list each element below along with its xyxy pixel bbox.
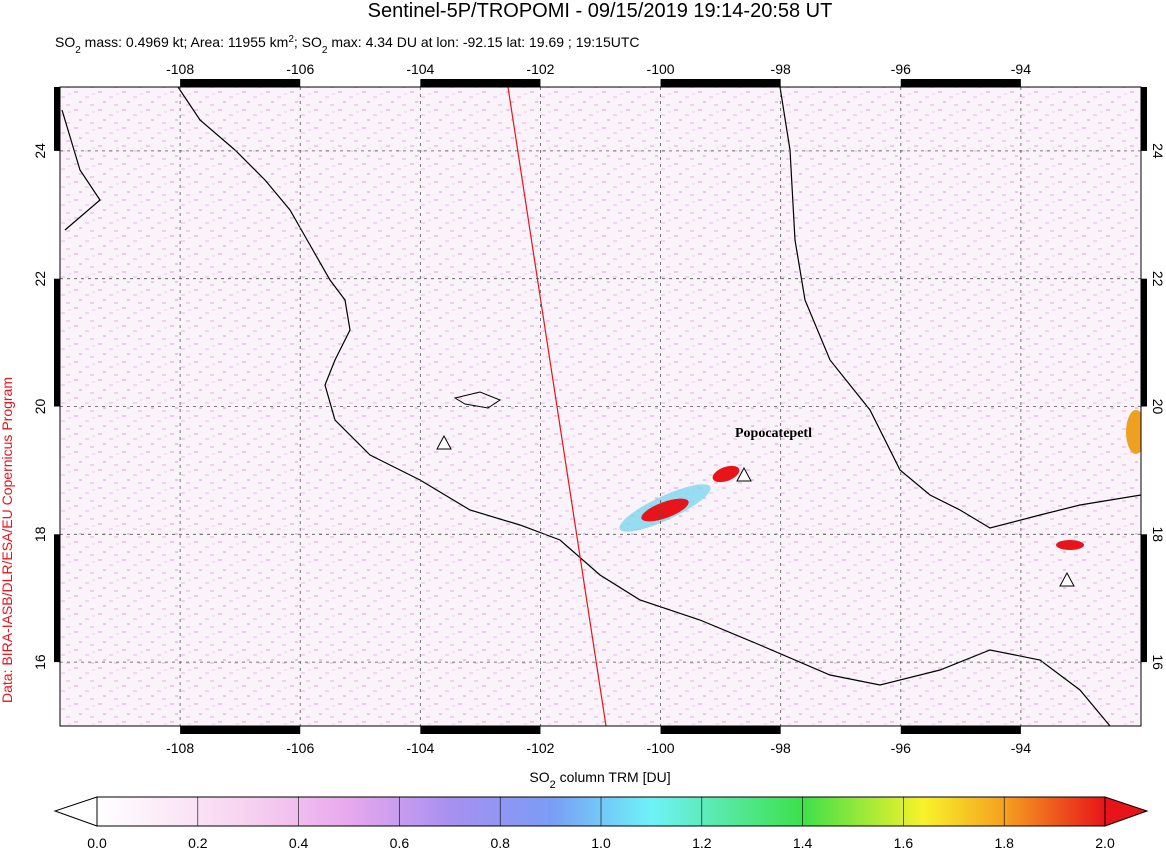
frame-bar bbox=[180, 79, 301, 87]
subtitle-part: 2 bbox=[322, 45, 328, 56]
subtitle-part: SO bbox=[55, 34, 75, 50]
colorbar-tick-label: 0.2 bbox=[188, 835, 208, 851]
colorbar-under bbox=[53, 796, 98, 827]
colorbar-tick-label: 1.6 bbox=[894, 835, 914, 851]
subtitle-part: 2 bbox=[288, 34, 294, 45]
frame-bar bbox=[420, 79, 541, 87]
frame-bar bbox=[420, 726, 541, 734]
y-tick-label: 18 bbox=[32, 526, 48, 542]
frame-bar bbox=[180, 726, 301, 734]
x-tick-label: -96 bbox=[891, 740, 911, 756]
frame-bar bbox=[1141, 278, 1147, 407]
x-tick-label: -108 bbox=[166, 740, 194, 756]
plume bbox=[641, 498, 689, 522]
colorbar-label-part: 2 bbox=[550, 779, 556, 791]
y-tick-label: 24 bbox=[32, 143, 48, 159]
frame-bar bbox=[54, 87, 60, 151]
coastline bbox=[779, 87, 1141, 529]
plume bbox=[1126, 410, 1141, 454]
credit: Data: BIRA-IASB/DLR/ESA/EU Copernicus Pr… bbox=[0, 377, 15, 703]
x-tick-label: -104 bbox=[406, 740, 434, 756]
frame-bar bbox=[660, 79, 781, 87]
colorbar-label-part: column TRM [DU] bbox=[556, 769, 671, 785]
coastline bbox=[61, 109, 101, 231]
y-tick-label: 22 bbox=[32, 271, 48, 287]
plume bbox=[712, 465, 740, 483]
frame-bar bbox=[54, 278, 60, 407]
colorbar-tick-label: 2.0 bbox=[1095, 835, 1115, 851]
subtitle-part: 2 bbox=[75, 45, 81, 56]
volcano bbox=[436, 434, 452, 450]
lake bbox=[453, 391, 502, 409]
colorbar-tick-label: 0.0 bbox=[87, 835, 107, 851]
volcano bbox=[1059, 571, 1075, 587]
frame-bar bbox=[1141, 534, 1147, 663]
subtitle-part: mass: 0.4969 kt; Area: 11955 km bbox=[81, 34, 289, 50]
frame-bar bbox=[900, 79, 1021, 87]
y-tick-label: 20 bbox=[32, 399, 48, 415]
subtitle-part: ; SO bbox=[294, 34, 322, 50]
x-tick-label: -106 bbox=[286, 61, 314, 77]
x-tick-label: -94 bbox=[1011, 740, 1031, 756]
x-tick-label: -100 bbox=[647, 61, 675, 77]
frame-bar bbox=[660, 726, 781, 734]
x-tick-label: -98 bbox=[771, 740, 791, 756]
subtitle: SO2 mass: 0.4969 kt; Area: 11955 km2; SO… bbox=[55, 34, 640, 56]
x-tick-label: -102 bbox=[526, 61, 554, 77]
colorbar-tick-label: 0.6 bbox=[390, 835, 410, 851]
x-tick-label: -94 bbox=[1011, 61, 1031, 77]
frame-bar bbox=[54, 534, 60, 663]
volcano-label: Popocatepetl bbox=[735, 426, 812, 441]
x-tick-label: -108 bbox=[166, 61, 194, 77]
volcano bbox=[736, 466, 752, 482]
subtitle-part: max: 4.34 DU at lon: -92.15 lat: 19.69 ;… bbox=[327, 34, 639, 50]
colorbar-tick-label: 0.4 bbox=[289, 835, 309, 851]
y-tick-label: 16 bbox=[1150, 654, 1166, 670]
y-tick-label: 16 bbox=[32, 654, 48, 670]
x-tick-label: -96 bbox=[891, 61, 911, 77]
y-tick-label: 18 bbox=[1150, 527, 1166, 543]
x-tick-label: -100 bbox=[647, 740, 675, 756]
plume bbox=[1056, 540, 1084, 550]
x-tick-label: -104 bbox=[406, 61, 434, 77]
colorbar-label-part: SO bbox=[529, 769, 549, 785]
colorbar-tick-label: 1.0 bbox=[591, 835, 611, 851]
colorbar-tick-label: 1.8 bbox=[994, 835, 1014, 851]
y-tick-label: 24 bbox=[1150, 143, 1166, 159]
frame-bar bbox=[900, 726, 1021, 734]
y-tick-label: 20 bbox=[1150, 399, 1166, 415]
x-tick-label: -98 bbox=[771, 61, 791, 77]
colorbar-tick-label: 1.2 bbox=[692, 835, 712, 851]
frame-bar bbox=[1141, 87, 1147, 151]
x-tick-label: -106 bbox=[286, 740, 314, 756]
colorbar-tick-label: 1.4 bbox=[793, 835, 813, 851]
y-tick-label: 22 bbox=[1150, 271, 1166, 287]
colorbar-over bbox=[1104, 796, 1149, 827]
title: Sentinel-5P/TROPOMI - 09/15/2019 19:14-2… bbox=[368, 0, 833, 22]
map bbox=[60, 87, 1141, 726]
colorbar-tick-label: 0.8 bbox=[490, 835, 510, 851]
colorbar-label: SO2 column TRM [DU] bbox=[529, 769, 670, 791]
x-tick-label: -102 bbox=[526, 740, 554, 756]
